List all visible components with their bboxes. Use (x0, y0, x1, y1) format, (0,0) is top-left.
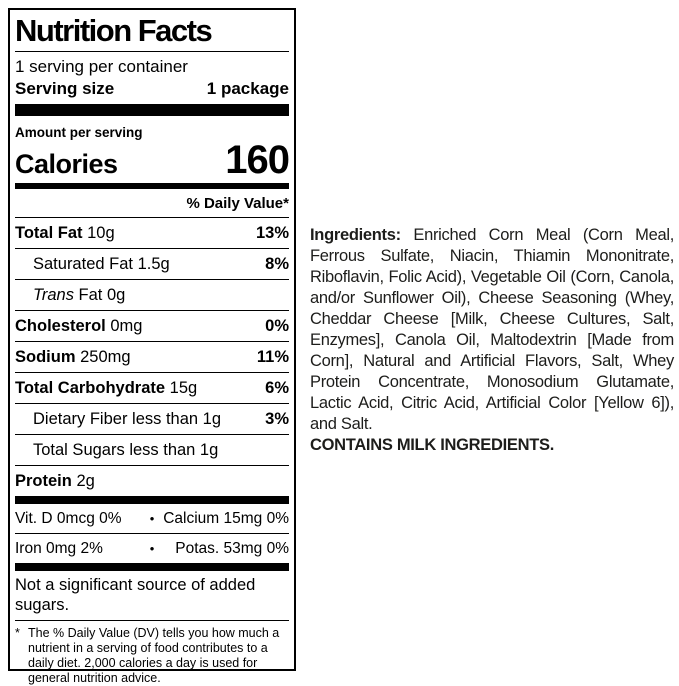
nutrient-amount: 15g (169, 379, 198, 397)
nutrient-amount: 1.5g (137, 255, 170, 273)
serving-size-row: Serving size 1 package (15, 77, 289, 104)
calories-label: Calories (15, 149, 118, 179)
nutrient-dv: 3% (265, 410, 289, 428)
nutrient-name: Total Fat (15, 224, 83, 242)
nutrient-dv: 13% (255, 224, 289, 242)
thick-divider-bar (15, 104, 289, 116)
nutrient-amount: 0mg (110, 317, 143, 335)
servings-per-container: 1 serving per container (15, 57, 188, 76)
footnote-marker: * (15, 626, 20, 640)
ingredients-text: Enriched Corn Meal (Corn Meal, Ferrous S… (310, 226, 674, 433)
thick-divider-bar (15, 496, 289, 504)
daily-value-footnote: * The % Daily Value (DV) tells you how m… (15, 620, 289, 686)
nutrient-name: Saturated Fat (33, 255, 133, 273)
nutrient-row-dietary-fiber: Dietary Fiber less than 1g 3% (15, 403, 289, 434)
micronutrient-left: Iron 0mg 2% (15, 540, 103, 557)
footnote-text: The % Daily Value (DV) tells you how muc… (28, 626, 280, 685)
nutrient-dv: 0% (265, 317, 289, 335)
bullet-separator: • (149, 511, 155, 526)
micronutrient-right: Potas. 53mg 0% (175, 540, 289, 557)
nutrient-row-total-fat: Total Fat 10g 13% (15, 217, 289, 248)
nutrient-dv: 8% (265, 255, 289, 273)
micronutrient-left: Vit. D 0mcg 0% (15, 510, 122, 527)
medium-divider-bar (15, 183, 289, 189)
daily-value-header: % Daily Value* (186, 195, 289, 212)
nutrient-row-total-sugars: Total Sugars less than 1g (15, 434, 289, 465)
nutrient-row-protein: Protein 2g (15, 465, 289, 496)
calories-row: Calories 160 (15, 138, 290, 182)
calories-value: 160 (225, 138, 290, 182)
nutrient-amount: 2g (76, 472, 95, 490)
nutrient-row-trans-fat: Trans Fat 0g (15, 279, 289, 310)
nutrient-name: Total Carbohydrate (15, 379, 166, 397)
thick-divider-bar (15, 563, 289, 571)
amount-per-serving-label: Amount per serving (15, 125, 143, 140)
nutrient-amount: 0g (106, 286, 126, 304)
nutrient-amount: less than 1g (132, 410, 222, 428)
micronutrient-right: Calcium 15mg 0% (163, 510, 289, 527)
nutrient-amount: 10g (87, 224, 115, 242)
nutrient-dv: 11% (256, 348, 289, 366)
nutrient-row-sodium: Sodium 250mg 11% (15, 341, 289, 372)
nutrient-name: Dietary Fiber (33, 410, 128, 428)
ingredients-heading: Ingredients: (310, 226, 401, 244)
nutrient-dv: 6% (265, 379, 289, 397)
nutrient-name: Protein (15, 472, 72, 490)
allergen-statement: CONTAINS MILK INGREDIENTS. (310, 436, 554, 454)
nutrient-name: Fat (78, 286, 103, 304)
nutrient-name: Total Sugars (33, 441, 125, 459)
nutrient-name: Sodium (15, 348, 76, 366)
nutrient-name: Cholesterol (15, 317, 106, 335)
not-significant-note: Not a significant source of added sugars… (15, 576, 256, 614)
label-title: Nutrition Facts (15, 10, 289, 52)
nutrient-row-total-carbohydrate: Total Carbohydrate 15g 6% (15, 372, 289, 403)
serving-size-label: Serving size (15, 79, 115, 98)
micronutrient-row-vitd-calcium: Vit. D 0mcg 0% • Calcium 15mg 0% (15, 504, 289, 533)
serving-size-value: 1 package (206, 79, 289, 98)
nutrition-facts-label: Nutrition Facts 1 serving per container … (8, 8, 296, 685)
nutrient-amount: less than 1g (129, 441, 219, 459)
nutrient-amount: 250mg (80, 348, 131, 366)
bullet-separator: • (149, 541, 155, 556)
ingredients-paragraph: Ingredients: Enriched Corn Meal (Corn Me… (310, 225, 674, 456)
micronutrient-row-iron-potassium: Iron 0mg 2% • Potas. 53mg 0% (15, 533, 289, 563)
nutrient-row-cholesterol: Cholesterol 0mg 0% (15, 310, 289, 341)
nutrient-name-italic: Trans (33, 286, 74, 304)
nutrient-row-saturated-fat: Saturated Fat 1.5g 8% (15, 248, 289, 279)
